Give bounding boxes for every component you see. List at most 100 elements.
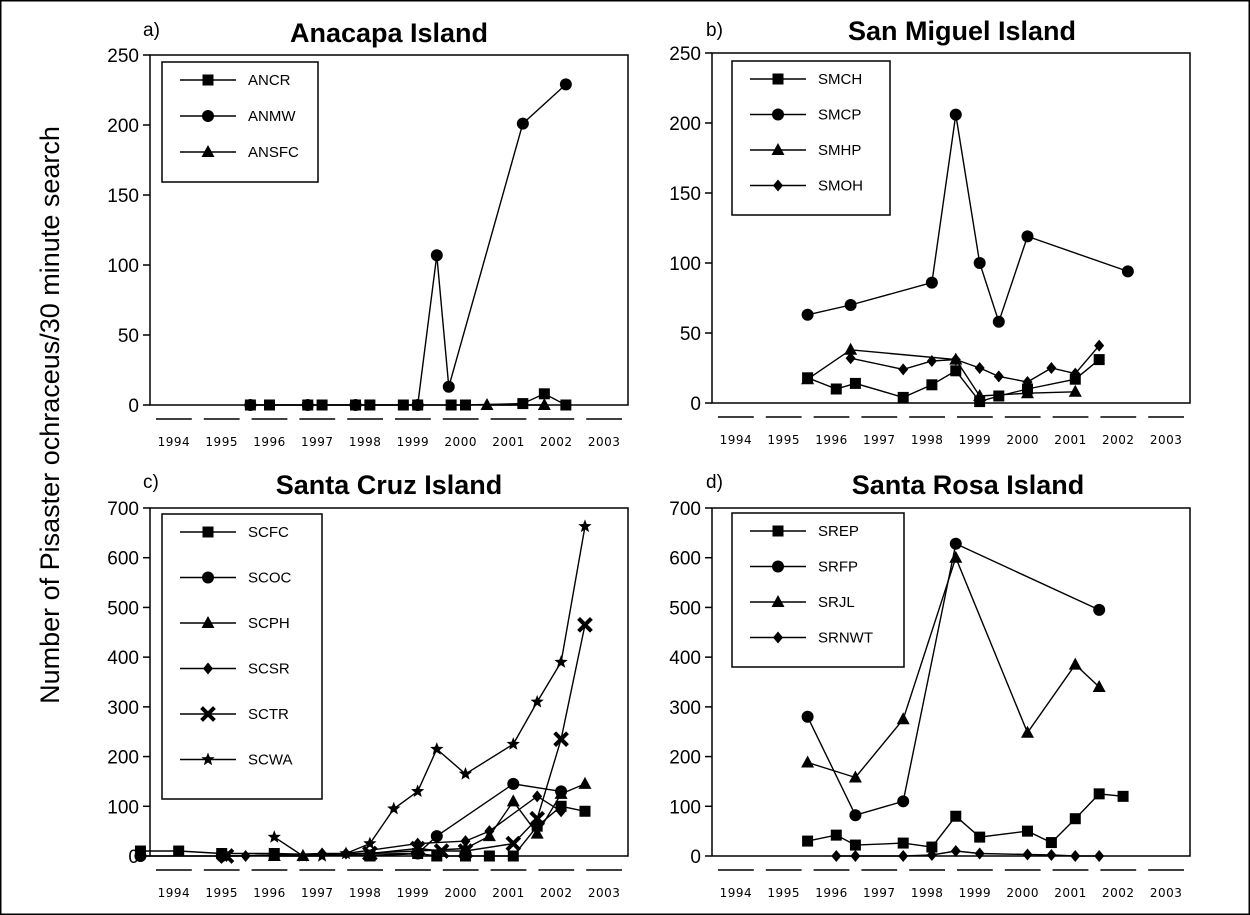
y-tick-label: 200 (107, 748, 139, 769)
data-point-square (538, 388, 550, 400)
data-point-diamond (898, 363, 909, 376)
data-point-diamond (1070, 367, 1081, 380)
legend-box (731, 512, 905, 668)
legend-label: SCOC (248, 570, 292, 587)
legend-label: SCTR (248, 706, 289, 723)
y-tick-label: 300 (669, 698, 701, 719)
data-point-square (974, 396, 986, 408)
data-point-diamond (484, 825, 495, 838)
x-tick-label: 1995 (767, 886, 800, 900)
data-point-square (1093, 354, 1105, 366)
data-point-square (560, 399, 572, 411)
data-point-star (387, 801, 401, 815)
x-tick-label: 1994 (720, 886, 753, 900)
legend-marker (772, 525, 784, 537)
series-srnwt (831, 845, 1105, 862)
legend-marker (202, 526, 214, 538)
data-point-diamond (898, 850, 909, 862)
data-point-cross (529, 810, 546, 827)
x-tick-label: 1998 (349, 435, 382, 449)
data-point-triangle (1068, 657, 1082, 670)
series-line (807, 349, 1076, 397)
y-tick-label: 250 (107, 46, 139, 67)
y-tick-label: 500 (669, 598, 701, 619)
y-tick-label: 0 (128, 847, 139, 868)
legend-marker (202, 110, 214, 122)
data-point-square (1069, 813, 1081, 825)
data-point-square (1021, 825, 1033, 837)
x-tick-label: 1996 (815, 886, 848, 900)
series-scfc (134, 800, 591, 862)
x-tick-label: 1998 (911, 886, 944, 900)
series-anmw (244, 78, 572, 411)
y-tick-label: 200 (669, 748, 701, 769)
data-point-circle (430, 249, 443, 262)
y-tick-label: 500 (107, 598, 139, 619)
y-tick-label: 200 (107, 116, 139, 137)
data-point-square (926, 841, 938, 853)
data-point-diamond (1070, 850, 1081, 862)
y-tick-label: 100 (107, 797, 139, 818)
series-line (250, 83, 567, 406)
data-point-star (296, 849, 310, 862)
data-point-square (173, 845, 185, 857)
y-tick-label: 700 (107, 499, 139, 520)
data-point-square (1045, 837, 1057, 849)
legend-label: SMOH (818, 178, 863, 195)
chart-panel-a: Anacapa Island a) 0 50 100 150 200 250 1994 1995 1… (107, 18, 629, 449)
legend-marker (772, 108, 784, 121)
series-srfp (801, 537, 1106, 822)
data-point-cross (218, 848, 235, 864)
data-point-diamond (845, 352, 856, 365)
x-tick-label: 2002 (540, 435, 573, 449)
data-point-cross (362, 845, 378, 862)
data-point-circle (1021, 230, 1034, 243)
data-point-square (802, 835, 814, 847)
data-point-star (315, 849, 329, 862)
data-point-square (897, 391, 909, 403)
legend-label: ANMW (248, 108, 296, 125)
y-tick-label: 250 (669, 44, 701, 65)
legend: SMCH SMCP SMHP SMOH (731, 60, 891, 216)
legend-marker (202, 74, 214, 86)
panel-letter: b) (706, 20, 723, 41)
data-point-cross (505, 835, 522, 852)
x-tick-label: 2000 (444, 886, 477, 900)
x-tick-label: 1997 (301, 435, 334, 449)
data-point-triangle (537, 398, 551, 410)
legend-label: SMHP (818, 142, 861, 159)
data-point-star (458, 767, 473, 780)
data-point-square (579, 805, 591, 817)
legend-box (731, 60, 891, 216)
data-point-circle (844, 299, 857, 311)
data-point-circle (1093, 603, 1106, 616)
data-point-circle (992, 315, 1005, 328)
legend-marker (773, 631, 783, 644)
chart-panel-d: Santa Rosa Island d) 0 100 200 300 400 500 600 70… (669, 470, 1191, 900)
x-tick-label: 1997 (863, 886, 896, 900)
series-scwa (267, 519, 592, 862)
data-point-square (950, 365, 962, 377)
legend-label: SCWA (248, 752, 292, 769)
data-point-circle (925, 276, 938, 289)
data-point-diamond (1094, 850, 1105, 862)
series-smoh (845, 339, 1105, 388)
legend-label: SCFC (248, 524, 289, 541)
data-point-square (1093, 788, 1105, 800)
data-point-circle (973, 257, 986, 269)
data-point-diamond (950, 845, 961, 858)
data-point-circle (411, 399, 424, 411)
series-line (140, 783, 562, 857)
legend-label: ANCR (248, 72, 291, 89)
data-point-diamond (532, 790, 543, 803)
x-tick-label: 1998 (349, 886, 382, 900)
series-line (850, 345, 1100, 383)
data-point-square (897, 837, 909, 849)
y-tick-label: 0 (690, 394, 701, 415)
data-point-circle (301, 399, 314, 411)
data-point-triangle (578, 776, 592, 789)
y-tick-label: 700 (669, 499, 701, 520)
series-sctr (218, 617, 593, 864)
y-tick-label: 100 (669, 254, 701, 275)
